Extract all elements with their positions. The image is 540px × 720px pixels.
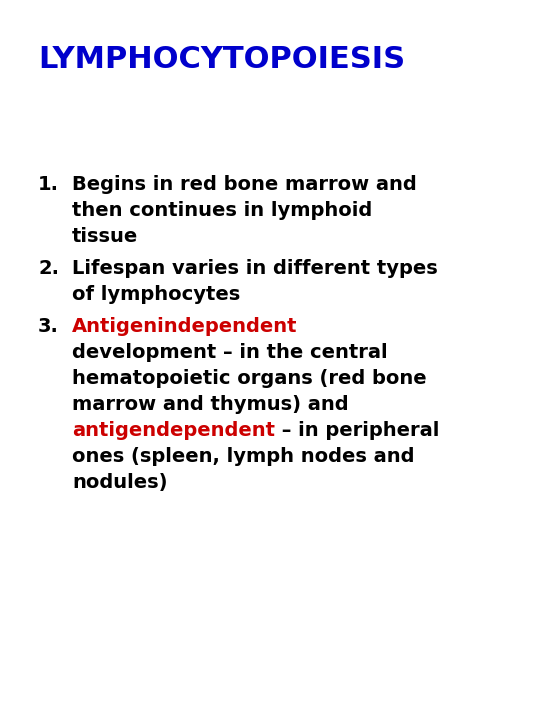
Text: 1.: 1.: [38, 175, 59, 194]
Text: nodules): nodules): [72, 473, 167, 492]
Text: of lymphocytes: of lymphocytes: [72, 285, 240, 304]
Text: ones (spleen, lymph nodes and: ones (spleen, lymph nodes and: [72, 447, 415, 466]
Text: tissue: tissue: [72, 227, 138, 246]
Text: Begins in red bone marrow and: Begins in red bone marrow and: [72, 175, 417, 194]
Text: Lifespan varies in different types: Lifespan varies in different types: [72, 259, 438, 278]
Text: hematopoietic organs (red bone: hematopoietic organs (red bone: [72, 369, 427, 388]
Text: Antigenindependent: Antigenindependent: [72, 317, 298, 336]
Text: – in peripheral: – in peripheral: [275, 421, 440, 440]
Text: LYMPHOCYTOPOIESIS: LYMPHOCYTOPOIESIS: [38, 45, 405, 74]
Text: 2.: 2.: [38, 259, 59, 278]
Text: antigendependent: antigendependent: [72, 421, 275, 440]
Text: 3.: 3.: [38, 317, 59, 336]
Text: then continues in lymphoid: then continues in lymphoid: [72, 201, 372, 220]
Text: development – in the central: development – in the central: [72, 343, 388, 362]
Text: marrow and thymus) and: marrow and thymus) and: [72, 395, 349, 414]
